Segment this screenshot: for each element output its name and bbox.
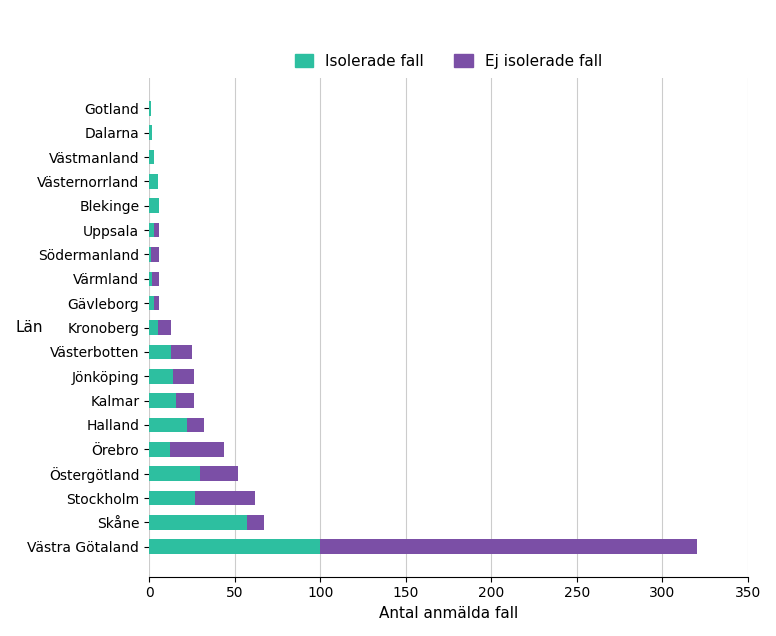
X-axis label: Antal anmälda fall: Antal anmälda fall <box>379 606 518 621</box>
Bar <box>170 442 224 457</box>
Bar <box>149 101 151 116</box>
Bar <box>149 272 152 286</box>
Bar <box>173 369 193 384</box>
Bar <box>196 491 255 506</box>
Bar <box>149 418 187 432</box>
Bar <box>149 174 158 189</box>
Bar <box>149 296 154 310</box>
Bar <box>320 539 697 554</box>
Bar <box>149 247 151 262</box>
Bar <box>149 393 176 408</box>
Y-axis label: Län: Län <box>16 320 43 335</box>
Bar <box>200 466 238 481</box>
Bar <box>149 466 200 481</box>
Bar <box>149 345 171 359</box>
Legend: Isolerade fall, Ej isolerade fall: Isolerade fall, Ej isolerade fall <box>287 46 610 76</box>
Bar <box>247 515 264 530</box>
Bar <box>149 369 173 384</box>
Bar <box>171 345 192 359</box>
Bar <box>151 247 159 262</box>
Bar <box>149 491 196 506</box>
Bar <box>149 442 170 457</box>
Bar <box>152 272 159 286</box>
Bar <box>149 149 154 164</box>
Bar <box>154 296 159 310</box>
Bar <box>158 320 171 335</box>
Bar <box>154 223 159 237</box>
Bar <box>176 393 193 408</box>
Bar <box>149 198 159 213</box>
Bar <box>149 320 158 335</box>
Bar <box>149 223 154 237</box>
Bar <box>149 515 247 530</box>
Bar <box>149 125 152 140</box>
Bar <box>149 539 320 554</box>
Bar <box>187 418 204 432</box>
